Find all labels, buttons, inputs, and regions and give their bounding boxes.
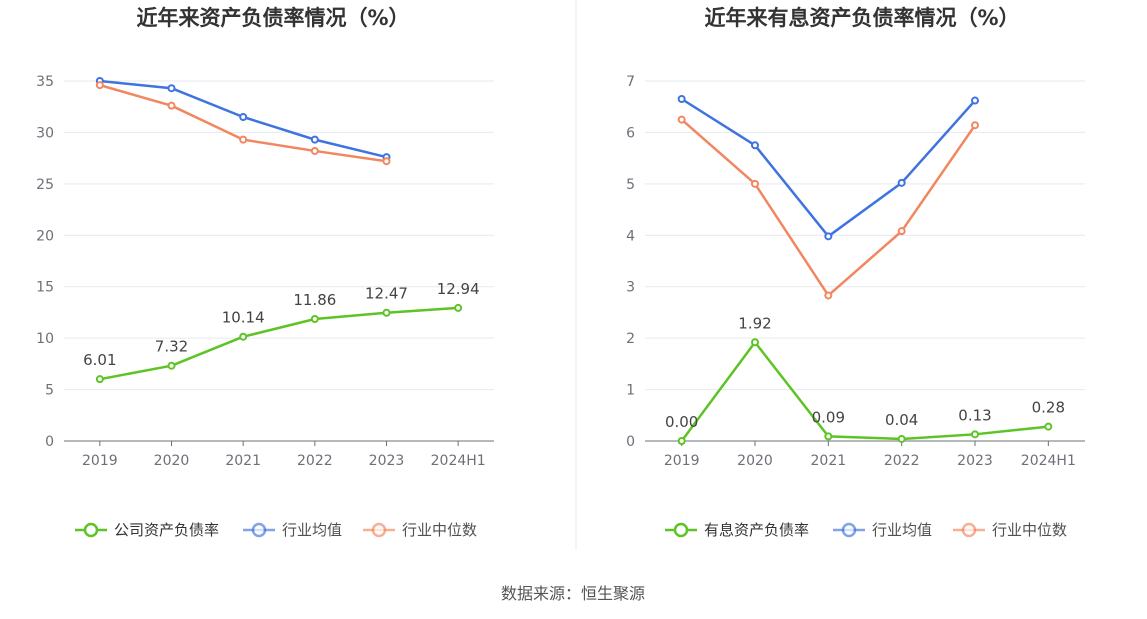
data-point[interactable]: [382, 157, 391, 166]
x-tick-label: 2024H1: [431, 453, 486, 469]
x-tick-label: 2021: [811, 453, 847, 469]
legend-label: 行业中位数: [992, 521, 1067, 539]
series-line: [680, 341, 1049, 442]
data-label: 11.86: [293, 291, 336, 309]
data-point[interactable]: [971, 96, 979, 105]
data-label: 0.13: [958, 406, 991, 424]
legend-swatch-marker: [83, 522, 99, 538]
y-tick-label: 15: [36, 280, 54, 296]
x-tick-label: 2023: [957, 453, 993, 469]
chart-interest-bearing-liability-ratio: 近年来有息资产负债率情况（%） 0 1 2 3 4 5 6 7 2019 2020 2021 2022 2…: [626, 6, 1085, 539]
data-label: 0.09: [812, 408, 845, 426]
data-point[interactable]: [897, 434, 906, 443]
x-tick-label: 2020: [737, 453, 773, 469]
y-tick-label: 20: [36, 228, 54, 244]
data-label: 7.32: [155, 338, 188, 356]
data-point[interactable]: [751, 141, 759, 150]
data-point[interactable]: [677, 115, 686, 124]
chart-title: 近年来有息资产负债率情况（%）: [704, 6, 1019, 30]
data-label: 6.01: [83, 351, 116, 369]
data-point[interactable]: [897, 227, 906, 236]
data-label: 12.47: [365, 285, 408, 303]
data-point[interactable]: [239, 135, 248, 144]
data-point[interactable]: [167, 84, 176, 93]
data-label: 0.04: [885, 411, 918, 429]
y-tick-label: 7: [626, 74, 635, 90]
data-point[interactable]: [824, 432, 833, 441]
y-tick-label: 4: [626, 228, 635, 244]
legend-item[interactable]: 公司资产负债率: [75, 521, 219, 539]
x-tick-label: 2022: [884, 453, 920, 469]
data-point[interactable]: [824, 232, 833, 241]
x-tick-label: 2019: [82, 453, 118, 469]
x-tick-label: 2024H1: [1021, 453, 1076, 469]
series-line: [680, 118, 977, 297]
y-tick-label: 0: [626, 434, 635, 450]
y-tick-label: 10: [36, 331, 54, 347]
data-point[interactable]: [971, 430, 979, 439]
data-point[interactable]: [751, 338, 759, 347]
data-point[interactable]: [824, 291, 833, 300]
series-line: [99, 83, 387, 163]
data-point[interactable]: [677, 95, 686, 103]
y-tick-label: 5: [45, 383, 54, 399]
y-tick-label: 35: [36, 74, 54, 90]
data-label: 0.00: [665, 413, 698, 431]
x-tick-label: 2019: [664, 453, 700, 469]
legend-label: 行业中位数: [402, 521, 477, 539]
data-point[interactable]: [751, 179, 759, 188]
legend-label: 公司资产负债率: [114, 521, 219, 539]
data-point[interactable]: [382, 308, 391, 317]
y-tick-label: 30: [36, 125, 54, 141]
data-source-text: 数据来源：恒生聚源: [501, 584, 645, 603]
data-label: 12.94: [437, 280, 480, 298]
legend-label: 有息资产负债率: [704, 521, 809, 539]
x-tick-label: 2020: [154, 453, 190, 469]
y-tick-label: 5: [626, 177, 635, 193]
data-point[interactable]: [167, 361, 176, 370]
data-point[interactable]: [239, 332, 248, 341]
legend-swatch-marker: [961, 522, 977, 538]
data-point[interactable]: [897, 178, 906, 187]
legend-item[interactable]: 行业均值: [833, 521, 932, 539]
y-tick-label: 6: [626, 125, 635, 141]
data-point[interactable]: [310, 135, 319, 144]
legend-swatch-marker: [841, 522, 857, 538]
legend-item[interactable]: 行业中位数: [953, 521, 1067, 539]
data-point[interactable]: [454, 303, 463, 312]
legend-label: 行业均值: [282, 521, 342, 539]
data-label: 1.92: [738, 314, 771, 332]
data-point[interactable]: [971, 121, 979, 130]
data-point[interactable]: [167, 101, 176, 110]
legend-swatch-marker: [251, 522, 267, 538]
data-point[interactable]: [310, 315, 319, 324]
legend-item[interactable]: 行业中位数: [363, 521, 477, 539]
chart-asset-liability-ratio: 近年来资产负债率情况（%） 0 5 10 15 20 25 30 35 2019 2020 2021 2…: [36, 6, 494, 539]
y-tick-label: 25: [36, 177, 54, 193]
x-tick-label: 2022: [297, 453, 333, 469]
data-point[interactable]: [95, 81, 104, 90]
data-point[interactable]: [310, 146, 319, 155]
legend-label: 行业均值: [872, 521, 932, 539]
chart-title: 近年来资产负债率情况（%）: [136, 6, 409, 30]
legend-item[interactable]: 有息资产负债率: [665, 521, 809, 539]
data-point[interactable]: [239, 113, 248, 121]
series-line: [680, 97, 976, 238]
y-tick-label: 2: [626, 331, 635, 347]
y-tick-label: 1: [626, 383, 635, 399]
y-tick-label: 0: [45, 434, 54, 450]
data-label: 0.28: [1032, 399, 1065, 417]
data-point[interactable]: [1044, 422, 1053, 431]
y-tick-label: 3: [626, 280, 635, 296]
legend-swatch-marker: [673, 522, 689, 538]
legend-swatch-marker: [371, 522, 387, 538]
series-line: [99, 306, 459, 381]
data-label: 10.14: [222, 309, 265, 327]
x-tick-label: 2021: [225, 453, 261, 469]
data-point[interactable]: [677, 437, 686, 445]
data-point[interactable]: [95, 375, 104, 384]
legend-item[interactable]: 行业均值: [243, 521, 342, 539]
x-tick-label: 2023: [369, 453, 405, 469]
